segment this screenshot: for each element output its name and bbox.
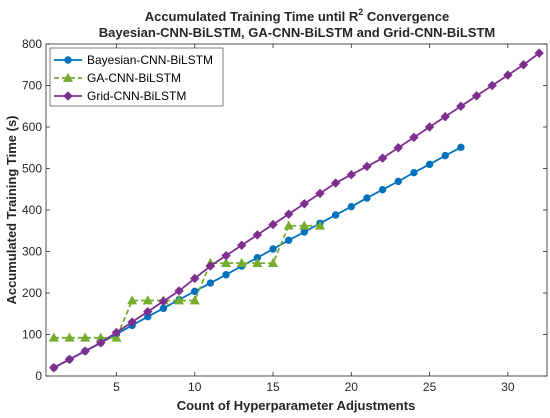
data-point [64,332,75,342]
x-tick-label: 10 [188,380,202,394]
data-point [236,257,247,267]
x-tick-label: 20 [345,380,359,394]
data-point [283,220,294,230]
data-point [362,161,372,172]
data-point [457,143,465,152]
chart-title-line2: Bayesian-CNN-BiLSTM, GA-CNN-BiLSTM and G… [99,25,496,40]
data-point [284,236,293,244]
x-tick-label: 5 [113,380,120,394]
data-point [456,101,466,111]
data-point [159,304,168,313]
data-point [111,327,122,338]
data-point [518,60,529,70]
data-point [221,250,231,261]
data-point [425,160,434,169]
legend-marker-2 [63,91,73,101]
data-point [49,362,59,373]
x-axis-label: Count of Hyperparameter Adjustments [177,398,416,413]
data-point [409,132,419,143]
data-point [220,257,232,267]
data-point [96,338,106,348]
data-point [80,332,91,342]
data-point [269,245,277,253]
data-point [174,295,185,305]
y-tick-label: 300 [22,245,42,259]
data-point [346,170,357,180]
y-tick-label: 0 [35,369,42,383]
data-point [315,188,325,199]
data-point [48,332,59,342]
legend-marker-1 [62,72,74,82]
data-point [299,220,310,230]
data-point [142,295,153,305]
data-point [268,219,278,230]
data-point [410,168,418,177]
data-point [440,111,450,122]
legend-entry-1: GA-CNN-BiLSTM [87,71,181,85]
data-point [143,306,153,317]
data-point [487,80,497,91]
data-point [331,211,340,219]
y-tick-label: 100 [22,328,42,342]
data-point [377,153,388,163]
y-tick-label: 400 [22,203,42,217]
x-tick-label: 25 [423,380,437,394]
data-point [299,199,310,209]
data-point [205,261,216,271]
data-point [471,91,482,101]
data-point [267,257,279,267]
data-point [127,295,138,305]
data-point [252,257,263,267]
data-point [158,296,169,307]
data-point [534,48,544,58]
data-point [393,143,403,153]
data-point [252,230,263,240]
data-point [64,354,75,365]
chart-title-line1: Accumulated Training Time until R2 Conve… [145,7,450,24]
data-point [191,287,199,296]
y-tick-label: 700 [22,79,42,93]
legend: Bayesian-CNN-BiLSTM GA-CNN-BiLSTM Grid-CNN… [49,47,224,107]
y-tick-label: 800 [22,37,42,51]
data-point [424,122,435,132]
data-point [503,70,513,80]
data-point [127,317,137,327]
data-point [189,295,200,305]
data-point [222,271,230,279]
y-tick-label: 200 [22,286,42,300]
x-tick-label: 15 [266,380,280,394]
data-point [283,209,294,219]
x-tick-label: 30 [501,380,515,394]
y-tick-label: 600 [22,120,42,134]
data-point [394,177,402,186]
y-axis-label: Accumulated Training Time (s) [4,115,19,304]
data-point [330,178,341,188]
data-point [111,332,122,342]
data-point [300,228,309,236]
data-point [441,151,449,160]
legend-marker-0 [64,56,72,64]
data-point [206,279,215,287]
y-tick-label: 500 [22,162,42,176]
data-point [378,185,387,194]
legend-entry-2: Grid-CNN-BiLSTM [87,89,186,103]
data-point [80,346,90,356]
data-point [236,240,247,250]
data-point [314,220,326,230]
data-point [347,202,355,211]
data-point [190,273,200,284]
legend-entry-0: Bayesian-CNN-BiLSTM [87,53,213,67]
data-point [363,194,371,202]
data-point [174,286,184,296]
series-layer [48,48,544,373]
